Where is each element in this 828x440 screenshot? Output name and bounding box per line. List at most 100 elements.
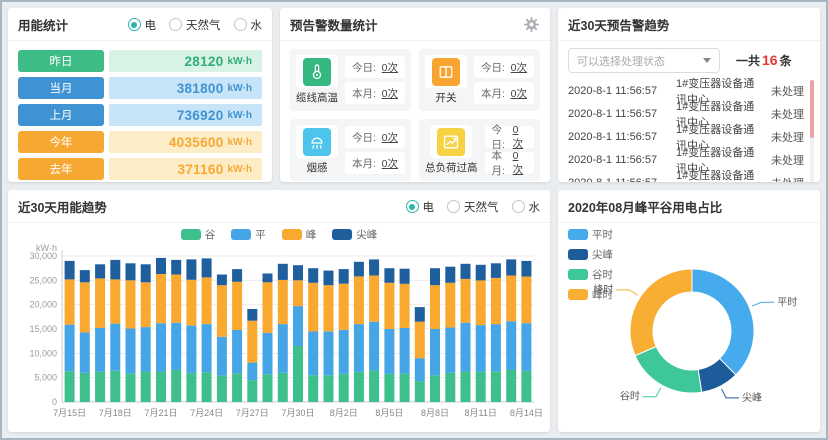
panel-alarm-trend: 近30天预告警趋势 可以选择处理状态 一共 16 条 2020-8-1 11:56:… — [558, 8, 820, 182]
alarm-card-month-pill: 本月: 0次 — [484, 149, 534, 177]
bar-segment-尖峰 — [399, 268, 410, 284]
bar-segment-谷 — [369, 370, 380, 402]
radio-天然气[interactable]: 天然气 — [169, 17, 221, 33]
bar-segment-平 — [338, 330, 349, 374]
bar-segment-谷 — [201, 372, 212, 402]
bar-segment-峰 — [156, 274, 166, 324]
alarm-card-today-count-link[interactable]: 0次 — [381, 61, 398, 74]
donut-legend-item-平时[interactable]: 平时 — [568, 227, 613, 242]
bar-group — [338, 269, 349, 402]
bar-segment-峰 — [506, 275, 517, 322]
donut-legend-item-尖峰[interactable]: 尖峰 — [568, 247, 613, 262]
energy-row-unit: kW·h — [227, 136, 252, 148]
bar-segment-尖峰 — [506, 259, 517, 276]
bar-segment-峰 — [414, 321, 425, 359]
bar-segment-谷 — [460, 371, 471, 402]
alarm-status: 未处理 — [771, 131, 804, 144]
bar-segment-谷 — [414, 381, 425, 402]
donut-slice-label: 峰时 — [593, 284, 613, 296]
bar-group — [490, 263, 501, 402]
bar-segment-谷 — [262, 374, 273, 402]
bar-segment-峰 — [369, 275, 380, 322]
alarm-card-month-count-link[interactable]: 0次 — [512, 149, 524, 176]
bar-segment-峰 — [186, 279, 197, 326]
alarm-card-today-count-link[interactable]: 0次 — [381, 131, 398, 144]
legend-item-尖峰[interactable]: 尖峰 — [332, 227, 377, 242]
alarm-card-label: 开关 — [435, 92, 457, 104]
alarm-card-开关: 开关 今日: 0次 本月: 0次 — [419, 49, 540, 111]
y-tick-label: 20,000 — [29, 300, 57, 310]
legend-swatch — [332, 229, 353, 240]
energy-row-label: 上月 — [18, 104, 104, 126]
radio-电[interactable]: 电 — [127, 17, 156, 33]
alarm-time: 2020-8-1 11:56:57 — [568, 107, 658, 120]
radio-天然气[interactable]: 天然气 — [447, 199, 499, 215]
bar-group — [232, 269, 243, 402]
x-tick-label: 7月15日 — [53, 408, 86, 418]
bar-segment-尖峰 — [369, 259, 380, 276]
alarm-card-month-count-link[interactable]: 0次 — [510, 87, 527, 100]
donut-legend-item-峰时[interactable]: 峰时 — [568, 287, 613, 302]
bar-group — [95, 264, 106, 402]
y-tick-label: 5,000 — [34, 373, 57, 383]
alarm-card-icon-col: 开关 — [425, 55, 467, 105]
alarm-card-stats: 今日: 0次 本月: 0次 — [345, 55, 405, 105]
bar-segment-峰 — [140, 282, 151, 328]
scrollbar-thumb[interactable] — [810, 80, 814, 138]
y-tick-label: 15,000 — [29, 324, 57, 334]
energy-row: 当月 381800 kW·h — [18, 77, 262, 99]
panel-alarm-stats: 预告警数量统计 — [280, 8, 550, 182]
status-filter-select[interactable]: 可以选择处理状态 — [568, 48, 720, 73]
alarm-card-today-count-link[interactable]: 0次 — [512, 123, 524, 150]
thermometer-icon — [303, 57, 331, 86]
legend-item-谷[interactable]: 谷 — [180, 227, 215, 242]
bar-group — [293, 265, 303, 402]
alarm-card-month-count-link[interactable]: 0次 — [381, 157, 398, 170]
radio-水[interactable]: 水 — [233, 17, 262, 33]
bar-segment-平 — [353, 324, 364, 372]
bar-segment-平 — [186, 325, 197, 373]
bar-segment-峰 — [277, 279, 288, 325]
x-tick-label: 8月5日 — [375, 408, 403, 418]
alarm-card-month-pill: 本月: 0次 — [474, 82, 534, 104]
alarm-stats-header: 预告警数量统计 — [280, 8, 550, 41]
alarm-card-month-count-link[interactable]: 0次 — [381, 87, 398, 100]
alarm-card-today-count-link[interactable]: 0次 — [510, 61, 527, 74]
gear-icon[interactable] — [523, 16, 540, 33]
alarm-card-month-label: 本月: — [481, 87, 505, 100]
bar-segment-平 — [521, 323, 532, 371]
bar-segment-平 — [430, 329, 440, 376]
bar-group — [64, 260, 75, 402]
donut-legend-label: 尖峰 — [592, 249, 613, 261]
radio-circle-icon — [127, 18, 141, 31]
radio-label: 水 — [528, 201, 541, 214]
energy-row-unit: kW·h — [227, 109, 252, 121]
bar-segment-峰 — [171, 274, 182, 323]
bar-group — [140, 264, 151, 402]
bar-segment-尖峰 — [384, 268, 395, 283]
bar-segment-谷 — [110, 370, 121, 402]
bar-segment-尖峰 — [308, 268, 319, 283]
donut-callout-line — [642, 387, 662, 398]
bar-segment-平 — [156, 323, 166, 372]
alarm-card-stats: 今日: 0次 本月: 0次 — [345, 125, 405, 175]
x-tick-label: 8月8日 — [421, 408, 449, 418]
radio-水[interactable]: 水 — [511, 199, 541, 215]
bar-segment-峰 — [521, 276, 532, 324]
bar-group — [353, 261, 364, 402]
energy-row-value-area: 736920 kW·h — [109, 104, 262, 126]
legend-item-峰[interactable]: 峰 — [281, 227, 316, 242]
legend-item-平[interactable]: 平 — [231, 227, 266, 242]
radio-电[interactable]: 电 — [405, 199, 434, 215]
energy-stats-title: 用能统计 — [18, 19, 69, 33]
bar-segment-平 — [95, 328, 106, 372]
donut-slice-label: 平时 — [777, 296, 797, 308]
alarm-card-today-pill: 今日: 0次 — [484, 123, 534, 151]
donut-legend-item-谷时[interactable]: 谷时 — [568, 267, 613, 282]
